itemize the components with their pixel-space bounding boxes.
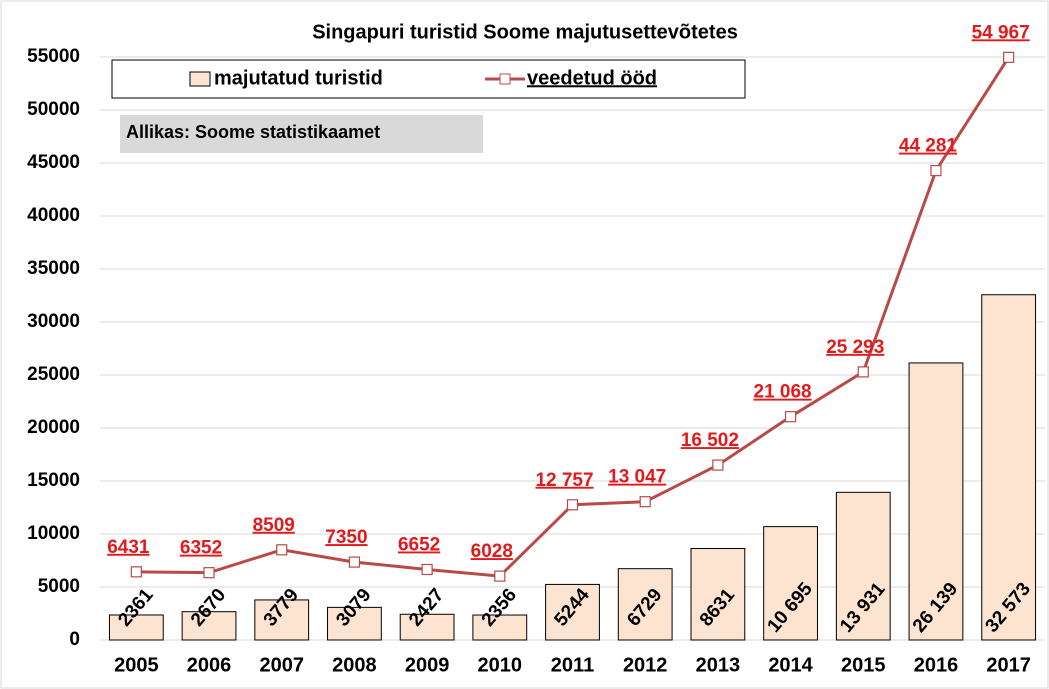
line-value-label: 16 502 xyxy=(681,430,739,451)
line-marker xyxy=(348,556,361,568)
line-value-label: 6352 xyxy=(180,538,222,559)
line-marker xyxy=(1003,51,1015,63)
bar xyxy=(617,568,673,641)
x-tick-label: 2007 xyxy=(259,654,304,676)
bar xyxy=(254,599,310,641)
line-marker xyxy=(712,459,724,471)
x-tick-label: 2008 xyxy=(332,654,377,676)
bar xyxy=(399,613,455,641)
line-value-label: 44 281 xyxy=(899,136,958,157)
x-tick-label: 2011 xyxy=(551,654,594,676)
line-value-label: 13 047 xyxy=(608,467,666,488)
line-marker xyxy=(276,544,288,556)
line-marker xyxy=(130,566,142,578)
x-tick-label: 2005 xyxy=(114,654,159,676)
line-value-label: 54 967 xyxy=(972,22,1030,43)
line-value-label: 6431 xyxy=(107,537,150,558)
line-marker xyxy=(784,411,797,423)
x-tick-label: 2017 xyxy=(986,654,1031,676)
y-tick-label: 30000 xyxy=(27,311,80,332)
y-tick-label: 0 xyxy=(69,629,80,650)
bar xyxy=(908,362,964,641)
x-tick-label: 2010 xyxy=(478,654,523,676)
bar xyxy=(181,611,237,641)
y-tick-label: 55000 xyxy=(27,46,80,67)
legend-box xyxy=(111,59,746,99)
line-marker xyxy=(930,165,942,177)
bar xyxy=(472,614,528,641)
line-marker xyxy=(857,366,869,378)
line-marker xyxy=(494,570,506,582)
legend-marker xyxy=(499,73,511,85)
bar xyxy=(981,294,1037,641)
line-marker xyxy=(203,567,215,579)
legend-label: veedetud ööd xyxy=(527,67,657,89)
y-tick-label: 10000 xyxy=(27,523,80,544)
line-value-label: 7350 xyxy=(325,527,367,548)
line-marker xyxy=(421,563,433,576)
line-value-label: 12 757 xyxy=(535,470,593,491)
x-tick-label: 2009 xyxy=(405,654,450,676)
line-value-label: 21 068 xyxy=(754,382,812,403)
bar xyxy=(835,491,891,641)
annotation: Allikas: Soome statistikaamet xyxy=(126,122,380,142)
line-value-label: 6652 xyxy=(398,535,440,556)
x-tick-label: 2014 xyxy=(768,654,813,676)
bar xyxy=(763,526,818,641)
x-tick-label: 2012 xyxy=(623,654,668,676)
chart-title: Singapuri turistid Soome majutusettevõte… xyxy=(312,21,738,43)
y-tick-label: 40000 xyxy=(27,205,80,226)
line-value-label: 6028 xyxy=(471,541,513,562)
x-tick-label: 2015 xyxy=(841,654,886,676)
y-tick-label: 35000 xyxy=(27,258,80,279)
bar xyxy=(108,614,164,641)
y-tick-label: 25000 xyxy=(27,364,80,385)
x-tick-label: 2016 xyxy=(914,654,959,676)
y-tick-label: 45000 xyxy=(27,152,80,173)
x-tick-label: 2013 xyxy=(696,654,741,676)
y-tick-label: 50000 xyxy=(27,99,80,120)
line-value-label: 8509 xyxy=(253,515,295,536)
legend-label: majutatud turistid xyxy=(214,67,383,89)
y-tick-label: 15000 xyxy=(27,470,80,491)
legend-swatch xyxy=(189,71,211,87)
x-tick-label: 2006 xyxy=(187,654,232,676)
line-marker xyxy=(566,499,579,511)
y-tick-label: 5000 xyxy=(38,576,80,597)
annotation-box xyxy=(120,115,483,153)
plot xyxy=(100,56,1045,641)
line-value-label: 25 293 xyxy=(826,337,884,358)
bar xyxy=(327,606,382,641)
bar xyxy=(545,583,600,641)
y-tick-label: 20000 xyxy=(27,417,80,438)
bar xyxy=(690,548,746,641)
line-marker xyxy=(639,496,651,508)
